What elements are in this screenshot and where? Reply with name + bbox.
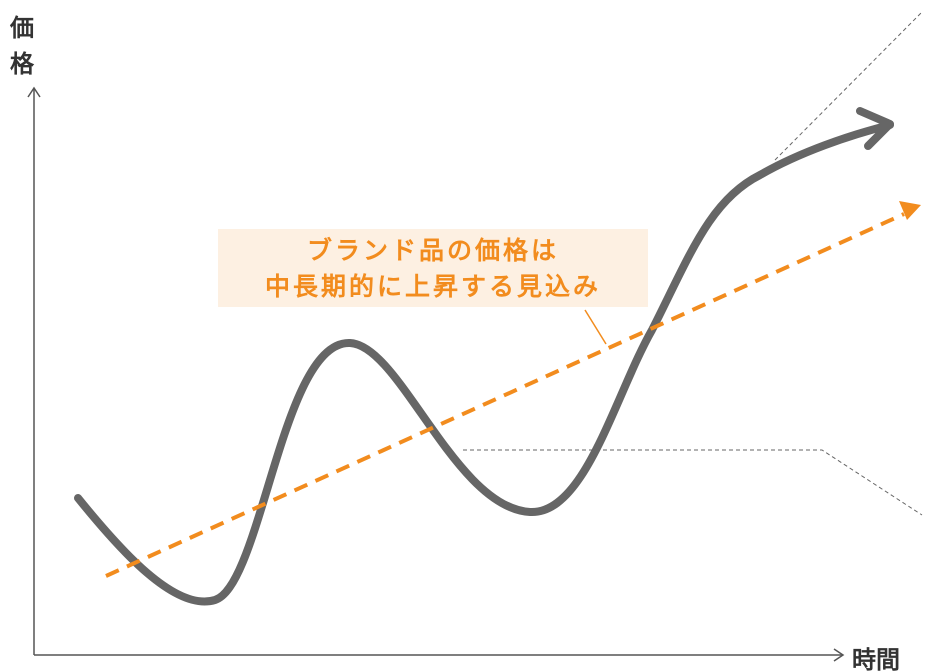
trend-line (105, 212, 905, 578)
price-curve-arrowhead (856, 107, 894, 150)
callout-line-2: 中長期的に上昇する見込み (265, 272, 601, 301)
y-axis-label-bottom: 格 (10, 50, 35, 78)
price-curve (74, 121, 894, 606)
y-axis-label-top: 価 (9, 14, 34, 42)
callout-line-1: ブランド品の価格は (307, 236, 559, 265)
trend-arrowhead (899, 201, 921, 220)
callout-box: ブランド品の価格は 中長期的に上昇する見込み (218, 229, 648, 307)
x-axis-arrowhead (833, 648, 845, 662)
y-axis-arrowhead (27, 86, 41, 98)
x-axis-label: 時間 (852, 646, 900, 672)
callout-leader (584, 309, 607, 345)
lower-guide-line (463, 449, 923, 516)
x-axis (34, 648, 845, 662)
y-axis (27, 86, 41, 655)
